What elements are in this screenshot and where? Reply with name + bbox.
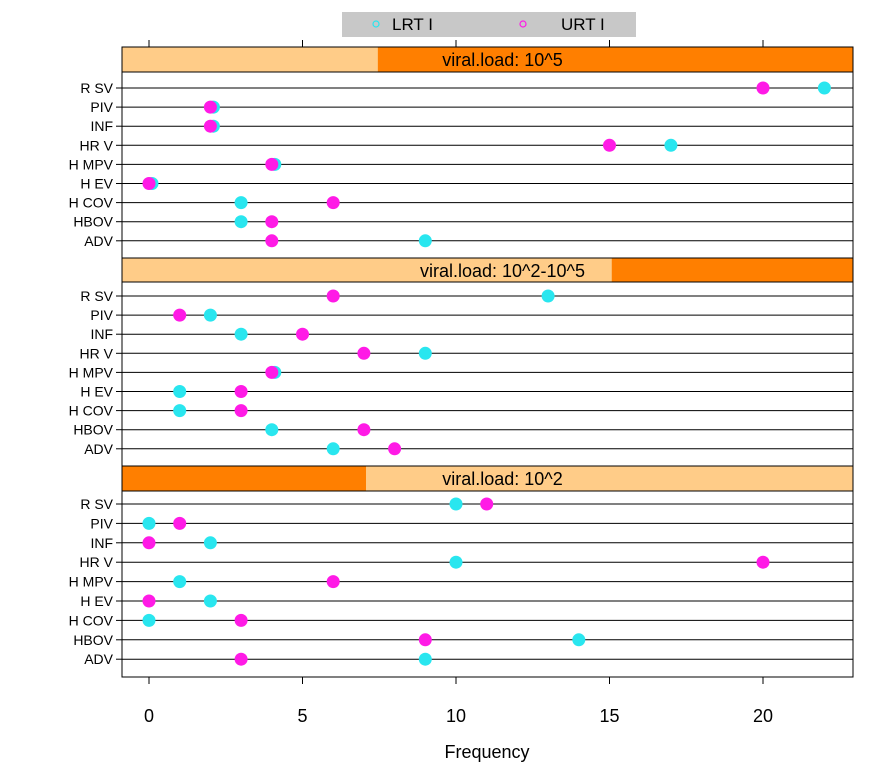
point-lrti-piv [142,516,156,530]
row-label-piv: PIV [90,307,113,323]
point-urti-hrv [357,346,371,360]
row-label-hmpv: H MPV [69,364,114,380]
row-label-inf: INF [90,118,113,134]
row-label-rsv: R SV [80,80,113,96]
panel-frame [121,71,854,259]
point-lrti-hmpv [173,575,187,589]
point-lrti-hcov [173,404,187,418]
legend-label-lrti: LRT I [392,15,433,34]
row-label-hev: H EV [80,593,113,609]
row-label-inf: INF [90,326,113,342]
row-label-piv: PIV [90,515,113,531]
point-urti-inf [296,327,309,341]
point-lrti-hbov [234,215,248,229]
row-label-hcov: H COV [69,612,114,628]
point-lrti-hev [203,594,217,608]
x-tick-label-20: 20 [753,706,773,726]
point-urti-hmpv [326,575,340,589]
row-label-hcov: H COV [69,195,114,211]
point-urti-hrv [756,555,770,569]
point-urti-hev [142,594,156,608]
point-urti-hcov [234,613,248,627]
x-tick-label-15: 15 [599,706,619,726]
strip-level-bar [377,47,853,72]
point-lrti-hcov [234,196,248,210]
strip-label: viral.load: 10^5 [442,50,563,70]
point-urti-hbov [265,215,279,229]
point-urti-piv [173,516,187,530]
row-label-hmpv: H MPV [69,156,114,172]
point-lrti-hrv [449,555,463,569]
point-lrti-hrv [418,346,432,360]
x-tick-label-10: 10 [446,706,466,726]
row-label-hmpv: H MPV [69,574,114,590]
row-label-adv: ADV [84,651,113,667]
point-urti-hbov [357,423,371,437]
legend-background [342,12,636,37]
legend-marker-urti [519,20,527,28]
point-lrti-hcov [142,613,156,627]
point-urti-rsv [326,289,340,303]
point-urti-hcov [326,196,340,210]
row-label-inf: INF [90,535,113,551]
point-urti-hcov [234,404,248,418]
row-label-hrv: HR V [80,554,114,570]
point-lrti-hbov [265,423,279,437]
point-urti-hev [234,385,248,398]
panel-frame [121,281,854,467]
row-label-hev: H EV [80,176,113,192]
point-urti-piv [203,100,217,114]
row-label-hcov: H COV [69,403,114,419]
row-label-hev: H EV [80,384,113,400]
point-urti-piv [173,308,187,322]
point-lrti-inf [234,327,248,341]
row-label-adv: ADV [84,441,113,457]
row-label-adv: ADV [84,233,113,249]
point-lrti-adv [418,234,432,248]
legend-marker-lrti [372,20,380,28]
row-label-hbov: HBOV [73,632,113,648]
x-tick-label-0: 0 [144,706,154,726]
row-label-rsv: R SV [80,288,113,304]
point-urti-adv [234,652,248,666]
point-urti-hmpv [265,365,279,379]
point-lrti-hev [173,385,187,398]
point-lrti-adv [326,442,340,456]
point-urti-rsv [756,81,770,95]
point-urti-adv [388,442,402,456]
strip-label: viral.load: 10^2 [442,469,563,489]
point-urti-hrv [603,138,616,152]
point-urti-inf [142,536,156,550]
strip-label: viral.load: 10^2-10^5 [420,261,585,281]
point-lrti-piv [203,308,217,322]
point-urti-hmpv [265,157,279,171]
point-urti-hbov [418,633,432,647]
point-lrti-inf [203,536,217,550]
point-lrti-rsv [449,497,463,511]
point-lrti-rsv [817,81,831,95]
strip-level-bar [611,258,853,282]
row-label-hrv: HR V [80,137,114,153]
point-lrti-rsv [541,289,555,303]
row-label-hbov: HBOV [73,214,113,230]
point-urti-inf [203,119,217,133]
row-label-hbov: HBOV [73,422,113,438]
x-tick-label-5: 5 [297,706,307,726]
point-lrti-hbov [572,633,586,647]
legend-label-urti: URT I [561,15,605,34]
row-label-rsv: R SV [80,496,113,512]
point-lrti-hrv [664,138,678,152]
point-urti-rsv [480,497,494,511]
point-urti-adv [265,234,279,248]
panel-frame [121,490,854,678]
x-axis-label: Frequency [444,742,529,762]
row-label-hrv: HR V [80,345,114,361]
strip-level-bar [122,466,366,491]
point-lrti-adv [418,652,432,666]
point-urti-hev [142,177,156,190]
row-label-piv: PIV [90,99,113,115]
